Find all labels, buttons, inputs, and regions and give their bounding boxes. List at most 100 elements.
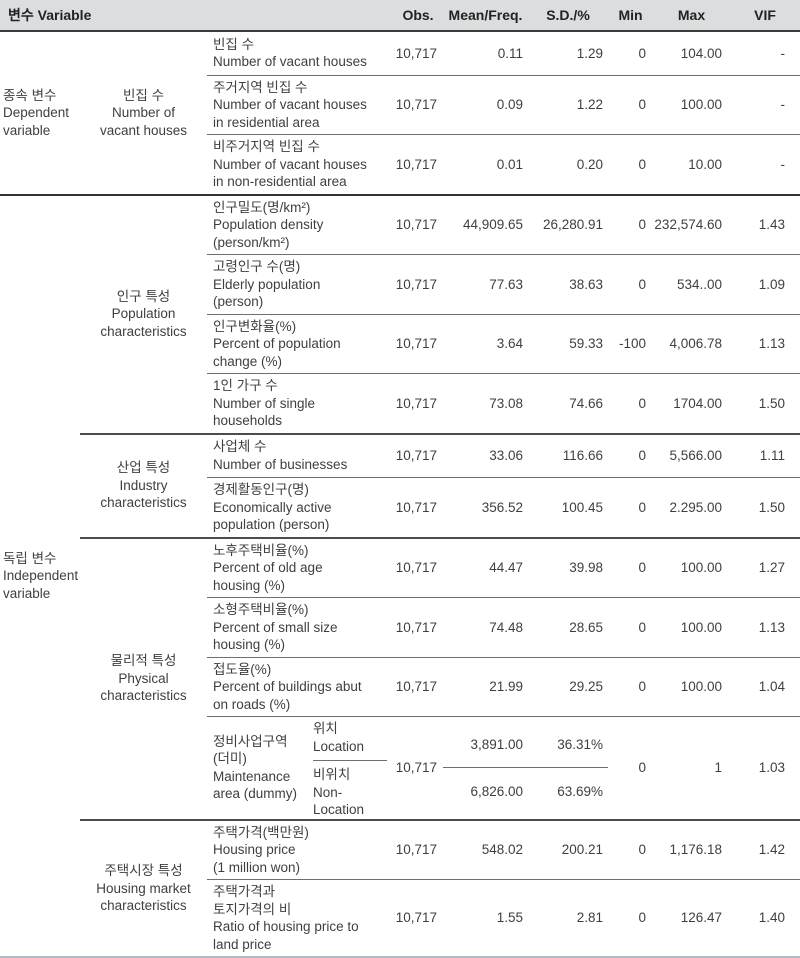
min-cell: 0	[608, 254, 653, 314]
obs-cell: 10,717	[393, 134, 443, 195]
min-cell: 0	[608, 818, 653, 880]
table-row: 인구변화율(%) Percent of population change (%…	[0, 313, 800, 374]
freq-pct-row-non-location: 6,826.00 63.69%	[443, 767, 608, 814]
table-row: 고령인구 수(명) Elderly population (person) 10…	[0, 254, 800, 314]
freq-pct-row-location: 3,891.00 36.31%	[443, 721, 608, 767]
freq-value: 6,826.00	[470, 783, 523, 799]
sd-cell: 38.63	[528, 254, 608, 314]
variable-name-ko: 인구변화율(%)	[213, 318, 297, 334]
table-row: 종속 변수 Dependent variable 빈집 수 Number of …	[0, 31, 800, 138]
vif-cell: 1.13	[730, 597, 800, 657]
table-row: 독립 변수 Independent variable 인구 특성 Populat…	[0, 193, 800, 957]
table-row: 주거지역 빈집 수 Number of vacant houses in res…	[0, 74, 800, 135]
obs-cell: 10,717	[395, 45, 437, 61]
sd-cell: 59.33	[528, 313, 608, 374]
subgroup-label-en: Population characteristics	[100, 306, 187, 339]
table-row: 산업 특성 Industry characteristics 사업체 수 Num…	[0, 432, 800, 538]
obs-cell: 10,717	[393, 74, 443, 135]
variable-name-en: Population density (person/km²)	[213, 217, 324, 250]
group-cell-independent: 독립 변수 Independent variable	[0, 193, 80, 957]
variable-name-ko: 주택가격과 토지가격의 비	[213, 884, 292, 917]
variable-name-en: Number of vacant houses in residential a…	[213, 97, 367, 130]
subgroup-label-ko: 빈집 수	[122, 87, 164, 103]
mean-cell: 356.52	[443, 477, 528, 538]
variable-name-ko: 노후주택비율(%)	[213, 542, 309, 558]
mean-cell: 33.06	[443, 432, 528, 478]
obs-cell: 10,717	[393, 536, 443, 598]
min-cell: 0	[608, 656, 653, 717]
col-header-variable: 변수 Variable	[0, 0, 393, 32]
col-header-sd-pct: S.D./%	[528, 0, 608, 32]
subgroup-label-ko: 물리적 특성	[110, 653, 177, 669]
mean-cell: 77.63	[443, 254, 528, 314]
subgroup-label-ko: 주택시장 특성	[104, 863, 183, 878]
obs-cell: 10,717	[393, 432, 443, 478]
variable-name-en: Number of vacant houses in non-residenti…	[213, 156, 367, 190]
table-row: 경제활동인구(명) Economically active population…	[0, 477, 800, 538]
mean-cell: 73.08	[443, 373, 528, 434]
variable-name-en: Number of vacant houses	[213, 54, 367, 70]
group-cell-dependent: 종속 변수 Dependent variable	[0, 31, 80, 195]
subgroup-cell-physical: 물리적 특성 Physical characteristics	[80, 536, 207, 820]
variable-name-ko: 소형주택비율(%)	[213, 602, 309, 617]
variable-name-en: Percent of population change (%)	[213, 336, 341, 369]
group-label-en: Independent variable	[3, 568, 79, 601]
variable-name-en: Number of single households	[213, 395, 316, 429]
sd-cell: 29.25	[528, 656, 608, 717]
dummy-category-location: 위치 Location	[313, 717, 387, 761]
min-cell: 0	[608, 74, 653, 135]
vif-cell: 1.42	[730, 818, 800, 880]
subgroup-label-en: Number of vacant houses	[99, 105, 188, 138]
vif-cell: -	[730, 74, 800, 135]
obs-cell: 10,717	[393, 818, 443, 880]
max-cell: 126.47	[653, 879, 730, 957]
obs-cell: 10,717	[393, 373, 443, 434]
obs-cell: 10,717	[393, 879, 443, 957]
mean-cell: 0.11	[497, 45, 523, 61]
mean-cell: 1.55	[443, 879, 528, 957]
obs-cell: 10,717	[393, 716, 443, 820]
vif-cell: 1.04	[730, 656, 800, 717]
min-cell: 0	[608, 716, 653, 820]
subgroup-cell-population: 인구 특성 Population characteristics	[80, 193, 207, 434]
sd-cell: 74.66	[528, 373, 608, 434]
vif-cell: 1.11	[730, 432, 800, 478]
variable-name-en: Elderly population (person)	[213, 276, 321, 310]
max-cell: 10.00	[653, 134, 730, 195]
sd-cell: 39.98	[528, 536, 608, 598]
variable-name-ko: 1인 가구 수	[213, 378, 278, 393]
min-cell: 0	[608, 477, 653, 538]
group-label-ko: 독립 변수	[3, 550, 57, 566]
variable-cell: 주거지역 빈집 수 Number of vacant houses in res…	[207, 74, 393, 135]
variable-name-ko: 주택가격(백만원)	[213, 824, 309, 840]
mean-cell: 0.09	[443, 74, 528, 135]
sd-cell: 100.45	[528, 477, 608, 538]
variable-name-en: Economically active population (person)	[213, 499, 332, 533]
variable-cell: 경제활동인구(명) Economically active population…	[207, 477, 393, 538]
variable-name-ko: 고령인구 수(명)	[213, 259, 301, 274]
max-cell: 104.00	[680, 45, 722, 61]
obs-cell: 10,717	[393, 193, 443, 255]
sd-cell: 1.29	[576, 45, 603, 61]
variable-cell: 접도율(%) Percent of buildings abut on road…	[207, 656, 393, 717]
variable-cell: 인구변화율(%) Percent of population change (%…	[207, 313, 393, 374]
max-cell: 1704.00	[653, 373, 730, 434]
vif-cell: 1.50	[730, 477, 800, 538]
variable-name-ko: 인구밀도(명/km²)	[213, 199, 311, 215]
variable-name-ko: 빈집 수	[213, 36, 255, 52]
freq-pct-cell: 3,891.00 36.31% 6,826.00 63.69%	[443, 716, 608, 820]
col-header-max: Max	[653, 0, 730, 32]
subgroup-cell-industry: 산업 특성 Industry characteristics	[80, 432, 207, 538]
variable-cell: 주택가격(백만원) Housing price (1 million won)	[207, 818, 393, 880]
subgroup-label-en: Physical characteristics	[100, 670, 187, 704]
sd-cell: 28.65	[528, 597, 608, 657]
variable-cell: 소형주택비율(%) Percent of small size housing …	[207, 597, 393, 657]
variable-cell: 정비사업구역 (더미) Maintenance area (dummy) 위치 …	[207, 716, 393, 820]
variable-name-ko: 주거지역 빈집 수	[213, 79, 308, 95]
max-cell: 100.00	[653, 74, 730, 135]
variable-name-en: Number of businesses	[213, 456, 348, 472]
col-header-min: Min	[608, 0, 653, 32]
vif-cell: 1.43	[730, 193, 800, 255]
max-cell: 534..00	[653, 254, 730, 314]
